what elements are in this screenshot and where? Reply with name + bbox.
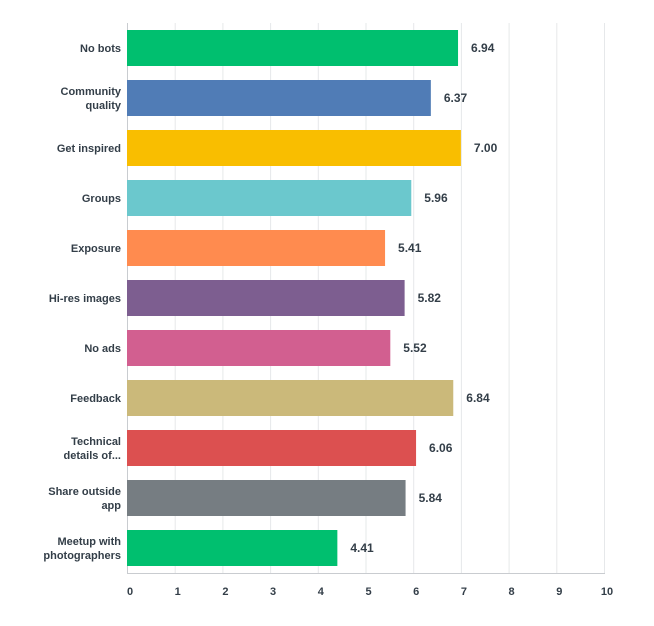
category-label: Hi-res images [49,293,121,305]
value-label: 7.00 [474,141,498,155]
value-label: 5.84 [419,491,443,505]
value-label: 5.96 [424,191,448,205]
bar [127,330,391,366]
bar [127,180,412,216]
value-label: 4.41 [350,541,374,555]
bar [127,280,405,316]
category-label-line: app [101,500,121,512]
bar [127,230,386,266]
category-label: Feedback [70,393,122,405]
category-label: No ads [84,343,121,355]
category-label-line: Groups [82,193,121,205]
value-label: 5.52 [403,341,427,355]
bar [127,380,454,416]
value-label: 6.84 [466,391,490,405]
category-label-line: Exposure [71,243,121,255]
value-label: 6.37 [444,91,468,105]
category-label: Groups [82,193,121,205]
value-label: 6.94 [471,41,495,55]
x-tick-label: 7 [461,586,467,598]
x-tick-label: 2 [222,586,228,598]
bar [127,80,431,116]
x-tick-label: 10 [601,586,613,598]
x-tick-label: 5 [365,586,371,598]
category-label-line: Technical [71,436,121,448]
x-tick-label: 0 [127,586,133,598]
x-tick-label: 3 [270,586,276,598]
value-label: 6.06 [429,441,453,455]
category-label: No bots [80,43,121,55]
x-tick-label: 8 [509,586,515,598]
value-label: 5.82 [418,291,442,305]
category-label-line: photographers [43,550,121,562]
category-label-line: No ads [84,343,121,355]
category-label: Meetup with photographers [43,536,121,562]
category-label-line: Community [61,86,122,98]
x-tick-label: 1 [175,586,181,598]
category-label-line: Share outside [48,486,121,498]
category-label-line: Get inspired [57,143,121,155]
category-label: Exposure [71,243,121,255]
category-label: Technical details of... [64,436,121,462]
x-tick-label: 4 [318,586,325,598]
category-label-line: Feedback [70,393,122,405]
bar [127,430,417,466]
category-label-line: Meetup with [57,536,121,548]
category-label: Get inspired [57,143,121,155]
bar [127,480,406,516]
category-label-line: quality [86,100,122,112]
category-label: Community quality [61,86,122,112]
bar [127,30,459,66]
x-tick-label: 6 [413,586,419,598]
x-tick-label: 9 [556,586,562,598]
category-label: Share outside app [48,486,121,512]
category-label-line: Hi-res images [49,293,121,305]
value-label: 5.41 [398,241,422,255]
bar [127,530,338,566]
bar [127,130,461,166]
category-label-line: No bots [80,43,121,55]
category-label-line: details of... [64,450,121,462]
